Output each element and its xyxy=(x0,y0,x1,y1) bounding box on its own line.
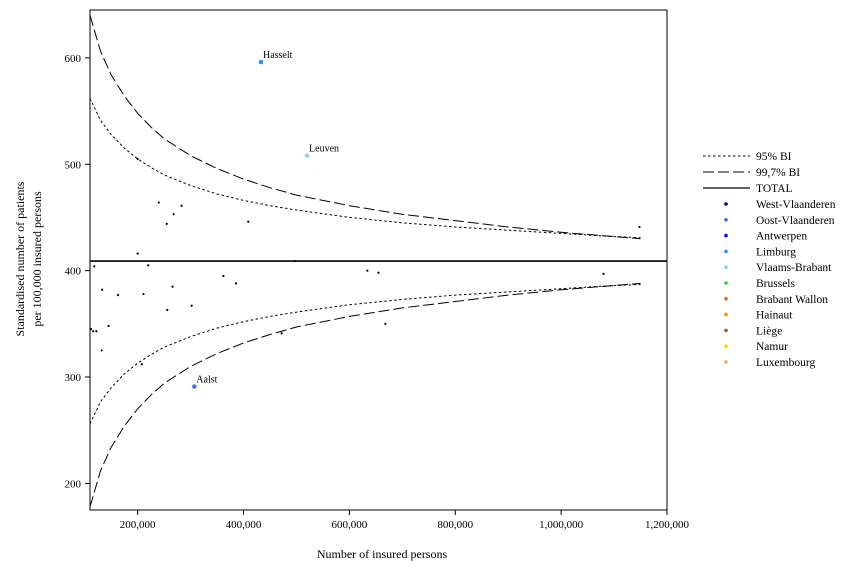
funnel-99-7-bi-upper xyxy=(89,15,641,240)
x-tick-label: 200,000 xyxy=(120,519,156,531)
plot-area: Hasselt Leuven Aalst xyxy=(89,15,667,507)
data-point xyxy=(136,252,139,255)
legend-label: 95% BI xyxy=(756,151,792,163)
x-tick-label: 1,000,000 xyxy=(539,519,584,531)
data-point xyxy=(366,269,369,272)
legend-label: Hainaut xyxy=(756,310,793,322)
data-point xyxy=(142,292,145,296)
data-point xyxy=(180,204,183,207)
y-tick-label: 600 xyxy=(65,53,82,65)
legend-marker xyxy=(724,265,728,270)
legend-marker xyxy=(724,312,728,317)
y-tick-label: 500 xyxy=(65,159,82,171)
legend-marker xyxy=(724,202,728,206)
data-point xyxy=(89,328,93,331)
y-tick-label: 300 xyxy=(65,372,82,384)
data-point xyxy=(140,363,143,366)
data-point xyxy=(293,259,296,263)
legend-marker xyxy=(724,328,728,333)
legend-label: Brussels xyxy=(756,278,796,290)
y-tick-label: 200 xyxy=(65,478,82,490)
legend-label: Luxembourg xyxy=(756,357,815,369)
data-point xyxy=(93,265,96,268)
legend-label: West-Vlaanderen xyxy=(756,199,836,211)
legend-marker xyxy=(724,218,728,222)
data-point xyxy=(147,264,150,267)
data-point xyxy=(92,330,95,333)
legend-label: Liège xyxy=(756,325,782,337)
legend-label: TOTAL xyxy=(756,183,793,195)
data-point xyxy=(166,308,169,312)
data-point xyxy=(157,201,160,204)
x-tick-label: 600,000 xyxy=(332,519,368,531)
legend-label: Brabant Wallon xyxy=(756,294,828,306)
data-point xyxy=(136,157,139,161)
x-tick-label: 800,000 xyxy=(437,519,473,531)
data-point xyxy=(107,324,110,328)
data-point xyxy=(100,349,103,352)
x-tick-label: 400,000 xyxy=(226,519,262,531)
data-point xyxy=(377,271,380,274)
x-axis-title: Number of insured persons xyxy=(317,547,448,561)
y-tick-label: 400 xyxy=(65,266,82,278)
data-point xyxy=(235,282,238,285)
legend-label: Oost-Vlaanderen xyxy=(756,215,835,227)
data-point xyxy=(222,274,225,278)
data-point xyxy=(171,285,174,288)
point-annotation: Leuven xyxy=(309,144,339,155)
data-point xyxy=(101,288,104,291)
data-point xyxy=(280,332,283,335)
legend: 95% BI 99,7% BI TOTAL West-Vlaanderen Oost-V… xyxy=(703,151,836,369)
legend-marker xyxy=(724,344,728,349)
data-point xyxy=(116,294,120,297)
point-annotation: Aalst xyxy=(196,375,217,386)
data-point xyxy=(638,225,641,229)
data-point-limburg xyxy=(258,59,264,65)
data-point-vlaams-brabant xyxy=(304,153,310,158)
point-annotation: Hasselt xyxy=(263,50,293,61)
y-axis-title-line-2: per 100,000 insured persons xyxy=(30,191,44,327)
data-point xyxy=(384,322,387,325)
data-point xyxy=(172,213,175,216)
legend-label: Antwerpen xyxy=(756,231,807,243)
legend-marker xyxy=(724,360,728,364)
legend-label: Vlaams-Brabant xyxy=(756,262,832,274)
data-point xyxy=(247,220,250,223)
data-point xyxy=(190,304,193,307)
funnel-95-bi-upper xyxy=(89,98,641,239)
legend-label: Namur xyxy=(756,341,788,353)
data-point xyxy=(95,330,98,333)
data-point-oost-vlaanderen xyxy=(192,384,197,389)
legend-marker xyxy=(724,249,728,254)
legend-marker xyxy=(724,281,728,285)
axes: 200,000 400,000 600,000 800,000 1,000,000 1,2… xyxy=(65,9,690,531)
data-point xyxy=(165,222,168,225)
funnel-99-7-bi-lower xyxy=(89,282,641,507)
data-point xyxy=(602,272,605,275)
legend-marker xyxy=(724,233,728,238)
legend-marker xyxy=(724,297,728,301)
plot-frame xyxy=(89,9,668,511)
x-tick-label: 1,200,000 xyxy=(645,519,690,531)
legend-label: Limburg xyxy=(756,246,796,258)
funnel-95-bi-lower xyxy=(89,284,641,425)
y-axis-title-line-1: Standardised number of patients xyxy=(13,181,27,336)
legend-label: 99,7% BI xyxy=(756,167,800,179)
